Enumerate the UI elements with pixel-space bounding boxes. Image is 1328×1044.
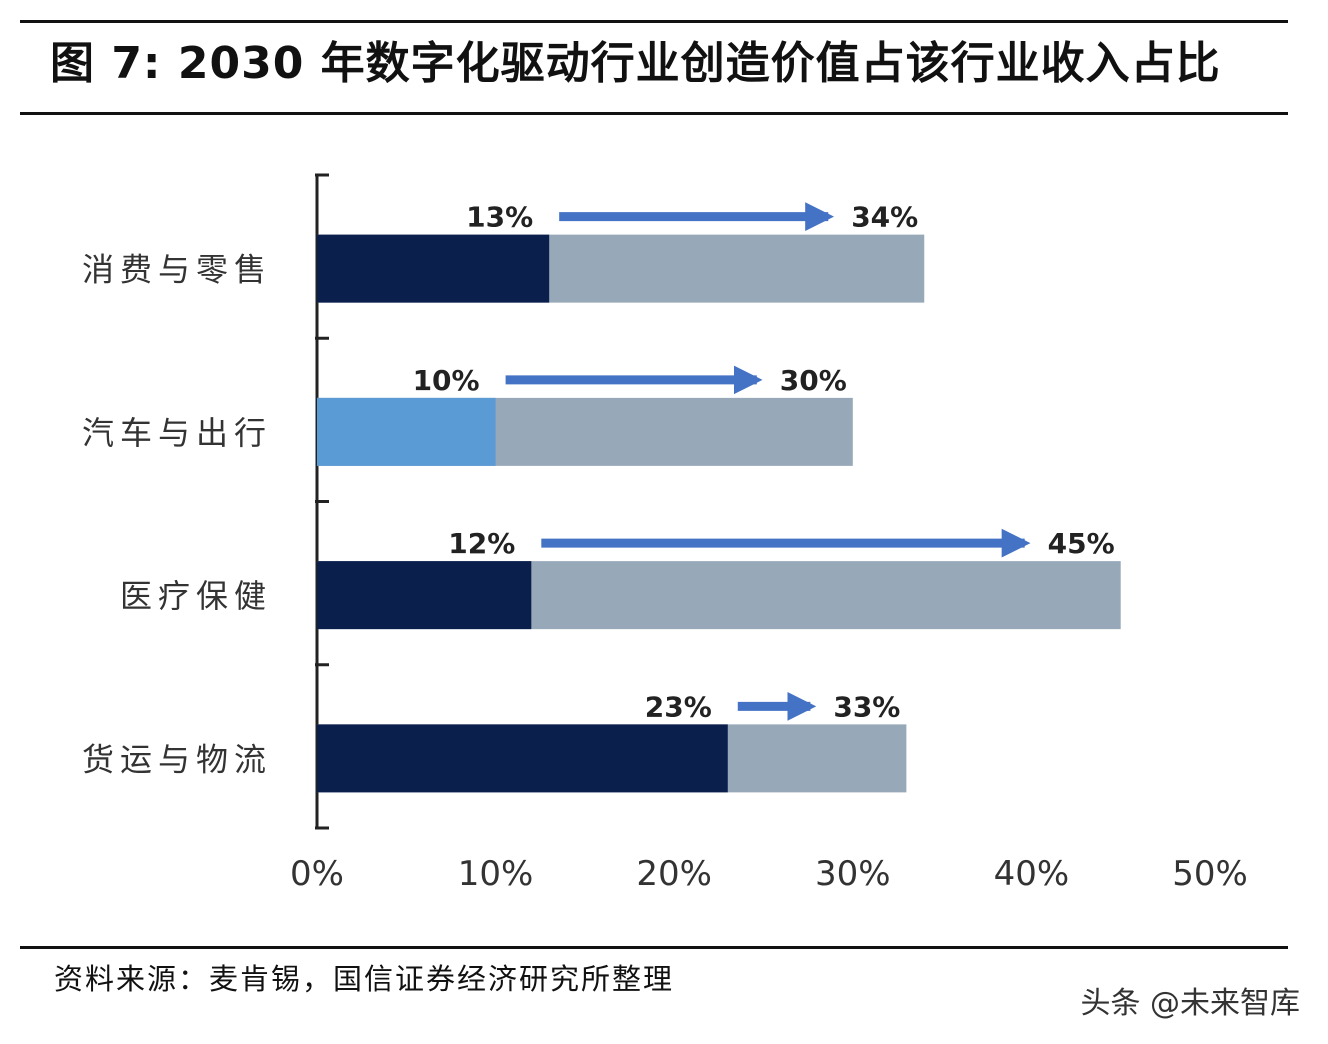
x-tick-label: 20% (636, 854, 712, 894)
value-label-current: 12% (448, 527, 515, 560)
x-tick-label: 30% (815, 854, 891, 894)
value-label-total: 34% (851, 201, 918, 234)
value-label-total: 45% (1048, 527, 1115, 560)
x-tick-label: 10% (458, 854, 534, 894)
chart-title: 图 7: 2030 年数字化驱动行业创造价值占该行业收入占比 (50, 38, 1221, 89)
category-label: 货运与物流 (82, 740, 272, 778)
value-label-current: 13% (466, 201, 533, 234)
title-top-rule (20, 20, 1288, 23)
watermark: 头条 @未来智库 (1080, 986, 1300, 1021)
x-tick-label: 50% (1172, 854, 1248, 894)
category-label: 医疗保健 (120, 577, 272, 615)
value-label-current: 10% (413, 364, 480, 397)
category-label: 消费与零售 (82, 251, 272, 289)
x-tick-label: 40% (994, 854, 1070, 894)
bar-current (317, 561, 532, 630)
value-label-total: 33% (833, 690, 900, 723)
bar-current (317, 724, 728, 793)
value-label-total: 30% (780, 364, 847, 397)
value-label-current: 23% (645, 690, 712, 723)
bar-current (317, 234, 550, 303)
footer-rule (20, 946, 1288, 949)
source-note: 资料来源：麦肯锡，国信证券经济研究所整理 (54, 962, 675, 996)
title-bottom-rule (20, 112, 1288, 115)
x-tick-label: 0% (290, 854, 344, 894)
category-label: 汽车与出行 (82, 414, 272, 452)
bar-chart: 消费与零售 13% 34% 汽车与出行 10% 30% 医疗保健 12% 45% 货运与物流 23%… (82, 173, 1248, 894)
bar-current (317, 397, 496, 466)
